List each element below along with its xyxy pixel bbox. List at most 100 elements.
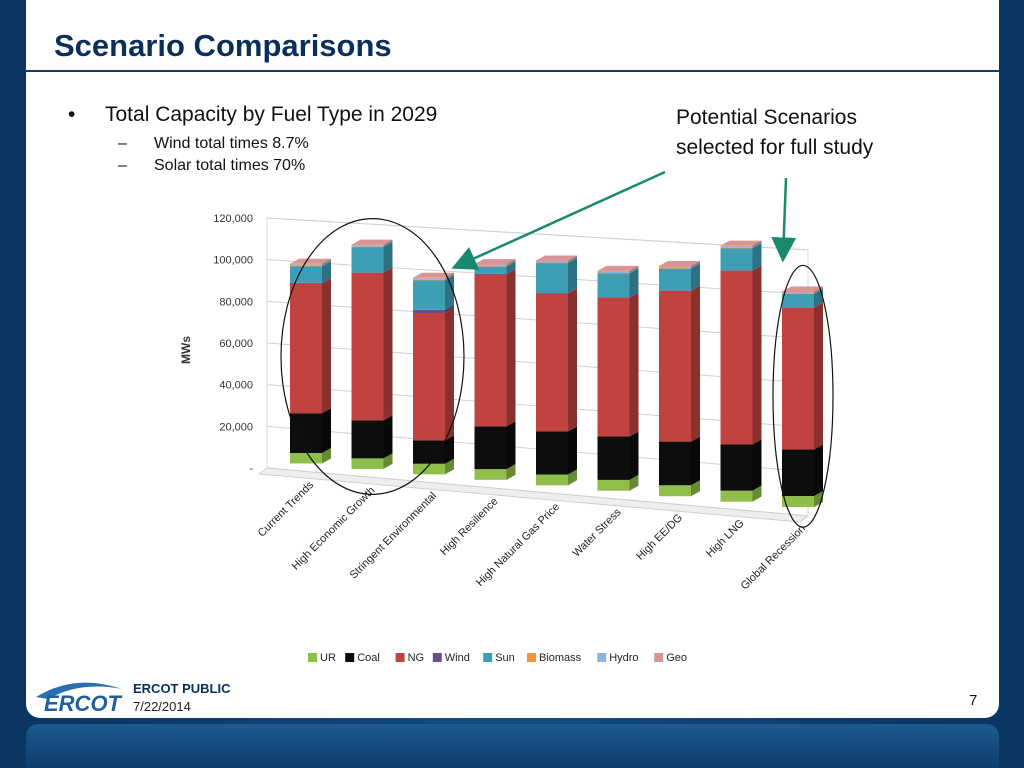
plot-area: - 20,000 40,000 60,000 80,000 100,000 120,000 M… xyxy=(179,213,823,664)
bar-segment-ur xyxy=(782,496,814,508)
sub-bullet-dash: – xyxy=(118,135,127,152)
bar-segment-hydro xyxy=(290,264,322,266)
slide: Scenario Comparisons • Total Capacity by… xyxy=(26,0,999,718)
bar-segment-wind xyxy=(290,282,322,284)
legend-swatch-geo xyxy=(654,653,664,662)
bar-top xyxy=(474,259,516,265)
legend-swatch-ur xyxy=(308,653,317,662)
bar-segment-geo xyxy=(290,263,322,265)
bar-segment-ng xyxy=(290,283,322,414)
bar-side-sun xyxy=(691,263,700,291)
bar-segment-ng xyxy=(351,272,384,421)
bar-segment-sun xyxy=(290,266,322,283)
legend-swatch-ng xyxy=(395,653,405,662)
legend-label-coal: Coal xyxy=(357,652,380,664)
bar-top xyxy=(413,272,454,278)
bar-side-ur xyxy=(691,480,700,497)
bar-segment-hydro xyxy=(597,271,630,274)
bar-side-ur xyxy=(506,464,516,480)
x-tick-label: Current Trends xyxy=(256,479,317,540)
y-tick-label: 40,000 xyxy=(219,380,253,392)
bar-side-ur xyxy=(629,474,639,491)
callout-text: Potential Scenarios selected for full st… xyxy=(676,103,873,163)
bar-side-wind xyxy=(691,285,700,291)
legend-swatch-coal xyxy=(345,653,355,662)
bar-segment-wind xyxy=(474,273,507,275)
bar-side-ng xyxy=(814,302,823,450)
legend-swatch-biomass xyxy=(527,653,536,662)
bar-top xyxy=(659,261,700,267)
bar-segment-hydro xyxy=(720,246,753,248)
bar-top xyxy=(597,265,639,271)
callout-line: Potential Scenarios xyxy=(676,106,857,129)
bar-segment-geo xyxy=(536,260,568,262)
bar-side-ng xyxy=(629,292,639,437)
bar-segment-biomass xyxy=(659,268,691,269)
bar-segment-ur xyxy=(536,474,568,486)
bar-side-geo xyxy=(506,259,516,266)
legend-label-sun: Sun xyxy=(495,652,515,664)
logo-text: ERCOT xyxy=(44,691,123,716)
bar-segment-coal xyxy=(351,420,384,459)
bar-segment-ng xyxy=(782,307,814,450)
bar-segment-biomass xyxy=(536,262,568,264)
bar-segment-ng xyxy=(597,297,630,437)
x-tick-label: High EE/DG xyxy=(634,512,685,563)
bar-segment-ur xyxy=(474,469,507,480)
page-number: 7 xyxy=(969,692,978,709)
y-tick-label: 60,000 xyxy=(219,338,253,350)
bar-side-biomass xyxy=(629,268,639,274)
bar-segment-sun xyxy=(720,248,753,271)
bar-top xyxy=(290,258,331,264)
bar-side-biomass xyxy=(506,261,516,267)
bar-side-hydro xyxy=(506,260,516,267)
slide-title: Scenario Comparisons xyxy=(54,28,392,63)
main-bullet-text: Total Capacity by Fuel Type in 2029 xyxy=(105,103,438,126)
bullet-marker: • xyxy=(68,103,76,126)
bar-segment-biomass xyxy=(474,266,507,267)
bar-segment-biomass xyxy=(782,293,814,295)
ercot-logo: ERCOT xyxy=(36,682,123,716)
bar-side-coal xyxy=(752,439,762,491)
bar-segment-ur xyxy=(659,485,691,497)
bar-side-biomass xyxy=(383,241,393,247)
footer-bar xyxy=(26,724,999,768)
bar-side-hydro xyxy=(691,262,700,269)
bar-segment-coal xyxy=(659,441,691,486)
footer-date: 7/22/2014 xyxy=(133,699,191,714)
bar-segment-hydro xyxy=(536,261,568,263)
bar-side-biomass xyxy=(445,274,454,281)
bar-segment-coal xyxy=(290,413,322,453)
bar-side-wind xyxy=(814,302,823,308)
bar-segment-ur xyxy=(597,479,630,491)
bar-side-biomass xyxy=(691,263,700,269)
plot-floor xyxy=(257,467,810,523)
bar-side-ng xyxy=(383,267,393,421)
bar-side-sun xyxy=(383,241,393,273)
bar-side-wind xyxy=(752,265,762,271)
sub-bullet-dash: – xyxy=(118,157,127,174)
bar-side-biomass xyxy=(322,260,331,267)
bar-segment-ur xyxy=(351,458,384,469)
bar-side-sun xyxy=(814,288,823,308)
bar-top xyxy=(536,255,577,261)
bar-segment-wind xyxy=(413,309,445,314)
bar-side-geo xyxy=(752,240,762,247)
bar-side-sun xyxy=(445,275,454,310)
bar-side-wind xyxy=(506,268,516,275)
bar-side-coal xyxy=(445,435,454,464)
x-tick-label: High Resilience xyxy=(438,495,501,558)
legend-label-ng: NG xyxy=(408,652,425,664)
bar-segment-geo xyxy=(351,244,384,246)
highlight-ellipse xyxy=(772,264,834,528)
bar-segment-ng xyxy=(720,270,753,445)
bar-side-hydro xyxy=(322,259,331,266)
legend-swatch-wind xyxy=(432,653,442,662)
highlight-ellipse xyxy=(280,218,465,495)
sub-bullet-text: Solar total times 70% xyxy=(154,157,306,174)
bar-segment-biomass xyxy=(413,279,445,281)
bar-segment-geo xyxy=(720,245,753,247)
bar-segment-sun xyxy=(474,266,507,274)
bar-segment-wind xyxy=(659,290,691,291)
bar-segment-wind xyxy=(597,297,630,298)
